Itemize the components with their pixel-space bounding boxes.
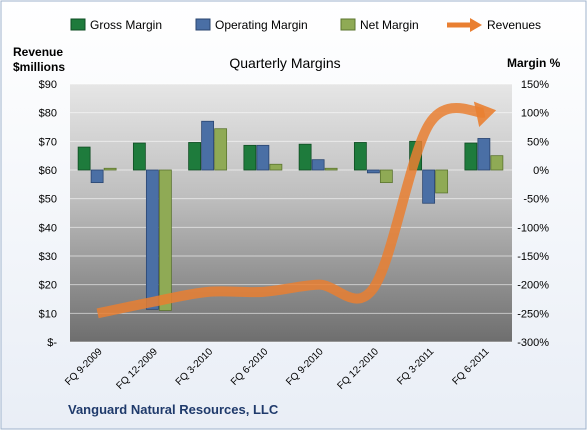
revenue-point: [152, 301, 153, 302]
bar-operating-margin: [145, 169, 159, 310]
left-tick-label: $80: [39, 108, 57, 120]
left-tick-label: $40: [39, 222, 57, 234]
legend: Gross Margin Operating Margin Net Margin…: [70, 18, 541, 32]
right-tick-label: 50%: [527, 136, 549, 148]
chart-title: Quarterly Margins: [229, 55, 340, 71]
left-tick-label: $-: [47, 337, 57, 349]
legend-label-gross-margin: Gross Margin: [90, 18, 162, 32]
bar-gross-margin: [77, 146, 91, 171]
bar-net-margin: [269, 163, 283, 171]
revenue-point: [373, 287, 374, 288]
bar-net-margin: [435, 169, 449, 194]
right-tick-label: 0%: [533, 165, 549, 177]
revenue-point: [208, 291, 209, 292]
bar-operating-margin: [422, 169, 436, 204]
bar-gross-margin: [464, 142, 478, 171]
bar-operating-margin: [311, 159, 325, 171]
left-tick-label: $60: [39, 165, 57, 177]
right-tick-label: -150%: [517, 251, 549, 263]
left-tick-label: $20: [39, 280, 57, 292]
left-tick-label: $90: [39, 79, 57, 91]
right-tick-label: 150%: [521, 79, 549, 91]
right-tick-label: -200%: [517, 280, 549, 292]
bar-gross-margin: [188, 142, 202, 171]
legend-swatch-net-margin: [340, 18, 356, 31]
revenue-line-path: [96, 103, 486, 319]
left-tick-label: $10: [39, 308, 57, 320]
legend-label-revenues: Revenues: [487, 18, 541, 32]
right-tick-label: -100%: [517, 222, 549, 234]
revenue-point: [484, 112, 485, 113]
left-axis-label-line1: Revenue: [13, 45, 63, 59]
revenue-line: [96, 101, 497, 319]
right-tick-label: -50%: [523, 194, 549, 206]
legend-swatch-revenues: [447, 18, 482, 32]
legend-label-net-margin: Net Margin: [360, 18, 419, 32]
bar-net-margin: [214, 128, 228, 171]
right-axis-label: Margin %: [507, 56, 561, 70]
revenue-point: [429, 124, 430, 125]
legend-label-operating-margin: Operating Margin: [215, 18, 308, 32]
bar-operating-margin: [366, 169, 380, 174]
bar-net-margin: [490, 155, 504, 171]
bar-operating-margin: [477, 138, 491, 171]
bar-operating-margin: [256, 144, 270, 171]
left-tick-label: $70: [39, 136, 57, 148]
bar-gross-margin: [132, 142, 146, 171]
bar-net-margin: [158, 169, 172, 311]
right-tick-label: -300%: [517, 337, 549, 349]
bar-gross-margin: [353, 142, 367, 171]
revenue-point: [318, 284, 319, 285]
bar-gross-margin: [243, 144, 257, 171]
legend-swatch-operating-margin: [195, 18, 211, 31]
left-tick-label: $30: [39, 251, 57, 263]
right-tick-label: -250%: [517, 308, 549, 320]
left-tick-label: $50: [39, 194, 57, 206]
right-axis-ticks: -300% -250% -200% -150% -100% -50% 0% 50% 100% 15…: [517, 79, 549, 349]
bar-operating-margin: [90, 169, 104, 184]
revenue-point: [97, 313, 98, 314]
left-axis-ticks: $- $10 $20 $30 $40 $50 $60 $70 $80 $90: [39, 79, 58, 349]
bars: [77, 120, 504, 311]
revenue-point: [263, 291, 264, 292]
revenue-arrow-head: [473, 101, 497, 128]
bar-net-margin: [324, 167, 338, 171]
bar-operating-margin: [201, 120, 215, 171]
left-axis-label-line2: $millions: [13, 60, 65, 74]
legend-swatch-gross-margin: [70, 18, 86, 31]
bar-gross-margin: [298, 143, 312, 171]
right-tick-label: 100%: [521, 108, 549, 120]
bar-net-margin: [103, 167, 117, 171]
bar-net-margin: [379, 169, 393, 184]
company-name: Vanguard Natural Resources, LLC: [68, 402, 279, 417]
